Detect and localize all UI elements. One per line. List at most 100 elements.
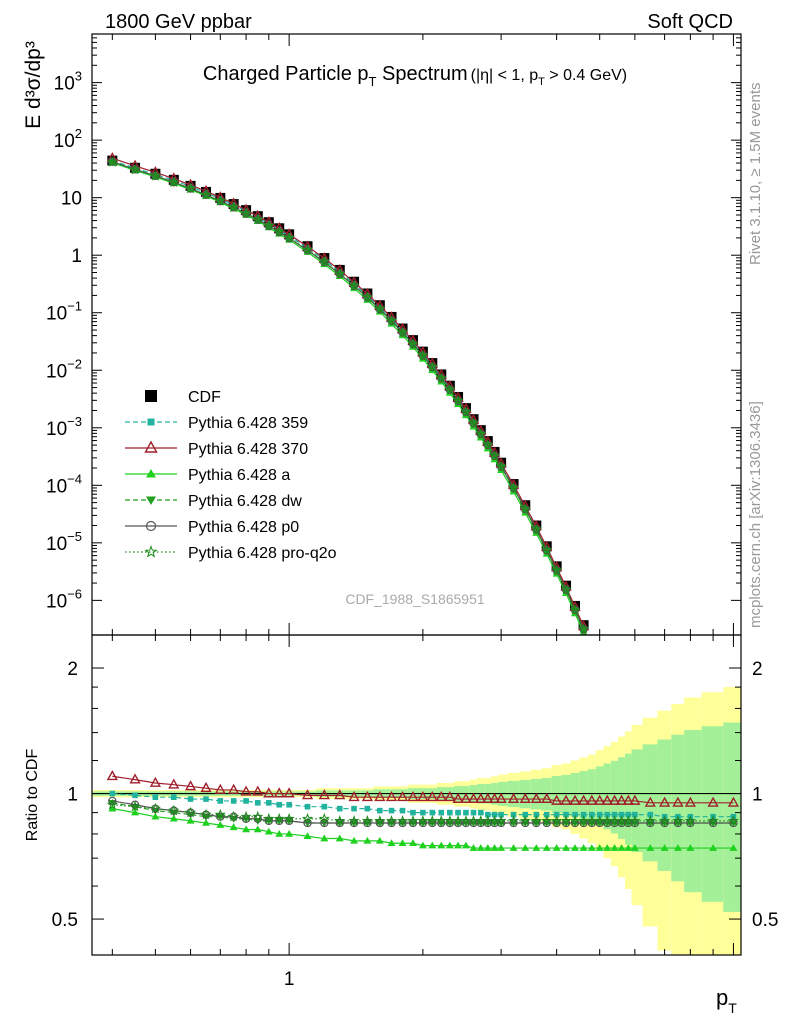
pythia-6-428-a-ratio-point	[729, 844, 738, 851]
pythia-6-428-a-ratio-point	[398, 839, 407, 847]
pythia-6-428-pro-q2o-point	[374, 303, 386, 314]
pythia-6-428-pro-q2o-ratio-point	[168, 804, 180, 816]
pythia-6-428-pro-q2o-point	[348, 279, 360, 291]
mcplots-label: mcplots.cern.ch [arXiv:1306.3436]	[747, 401, 764, 628]
y-tick-label: 10−3	[46, 414, 82, 440]
pythia-6-428-p0-ratio-point	[542, 818, 551, 828]
pythia-6-428-pro-q2o-ratio-point	[426, 814, 438, 826]
pythia-6-428-359-ratio-point	[152, 794, 159, 800]
pythia-6-428-370-ratio-point	[374, 790, 386, 802]
ratio-tick-label-right: 2	[752, 659, 763, 680]
pythia-6-428-pro-q2o-ratio-point	[684, 814, 696, 826]
pythia-6-428-359-ratio-point	[477, 809, 484, 816]
pythia-6-428-a-ratio-point	[285, 829, 294, 837]
pythia-6-428-a-ratio-point	[562, 844, 571, 851]
pythia-6-428-a-ratio-point	[350, 836, 359, 844]
pythia-6-428-370-ratio-point	[659, 796, 671, 807]
pythia-6-428-pro-q2o-ratio-point	[361, 814, 373, 826]
pythia-6-428-pro-q2o-ratio-point	[629, 814, 641, 826]
pythia-6-428-p0-ratio-point	[729, 818, 738, 828]
header-left: 1800 GeV ppbar	[105, 11, 252, 33]
pythia-6-428-pro-q2o-point	[488, 449, 501, 461]
pythia-6-428-p0-ratio-point	[630, 818, 640, 828]
pythia-6-428-359-ratio-point	[618, 811, 625, 818]
pythia-6-428-359-ratio-point	[351, 805, 357, 812]
pythia-6-428-pro-q2o-point	[283, 231, 295, 243]
ratio-tick-label-left: 1	[67, 785, 78, 806]
pythia-6-428-359-ratio-point	[632, 811, 638, 818]
x-axis-label: pT	[716, 985, 737, 1016]
pythia-6-428-370-ratio-point	[460, 792, 472, 803]
y-axis-label: E d³σ/dp³	[22, 41, 45, 129]
pythia-6-428-359-ratio-point	[429, 809, 436, 816]
legend-label-pythia-6-428-dw: Pythia 6.428 dw	[188, 493, 302, 510]
pythia-6-428-pro-q2o-ratio-point	[263, 812, 275, 824]
pythia-6-428-pro-q2o-ratio-point	[444, 814, 456, 826]
pythia-6-428-pro-q2o-ratio-point	[551, 814, 563, 826]
pythia-6-428-359-ratio-point	[625, 811, 632, 818]
pythia-6-428-359-ratio-point	[580, 811, 587, 818]
legend-label-pythia-6-428-370: Pythia 6.428 370	[188, 441, 308, 458]
pythia-6-428-pro-q2o-ratio-point	[129, 800, 141, 812]
pythia-6-428-pro-q2o-ratio-point	[519, 814, 531, 826]
pythia-6-428-p0-ratio-point	[686, 818, 695, 828]
pythia-6-428-359-ratio-point	[563, 811, 569, 818]
y-tick-label: 10−5	[46, 529, 82, 555]
legend-label-cdf: CDF	[188, 389, 221, 406]
pythia-6-428-a-ratio-point	[186, 816, 195, 824]
ratio-tick-label-left: 0.5	[52, 910, 78, 931]
pythia-6-428-pro-q2o-ratio-point	[644, 814, 656, 826]
pythia-6-428-pro-q2o-point	[273, 225, 285, 237]
pythia-6-428-pro-q2o-ratio-point	[435, 814, 447, 826]
chart-title: Charged Particle pT Spectrum (|η| < 1, pT…	[203, 63, 627, 89]
pythia-6-428-pro-q2o-ratio-point	[252, 810, 264, 822]
pythia-6-428-p0-ratio-point	[490, 818, 499, 828]
pythia-6-428-359-ratio-point	[336, 805, 343, 812]
legend-marker-pythia-6-428-dw	[146, 496, 156, 505]
pythia-6-428-pro-q2o-ratio-point	[318, 812, 330, 824]
pythia-6-428-370-ratio-point	[530, 792, 542, 803]
pythia-6-428-370-ratio-point	[444, 790, 456, 802]
pythia-6-428-370-ratio-point	[615, 794, 628, 805]
pythia-6-428-a-ratio-point	[275, 829, 284, 837]
pythia-6-428-pro-q2o-point	[541, 544, 553, 555]
pythia-6-428-p0-ratio-point	[303, 818, 312, 828]
header-right: Soft QCD	[647, 11, 733, 33]
pythia-6-428-p0-ratio-point	[387, 818, 396, 828]
pythia-6-428-pro-q2o-point	[318, 255, 330, 267]
pythia-6-428-a-ratio-point	[483, 844, 492, 851]
pythia-6-428-370-ratio-point	[622, 794, 634, 805]
pythia-6-428-359-ratio-point	[254, 800, 261, 806]
pythia-6-428-pro-q2o-ratio-point	[578, 814, 590, 826]
legend-marker-pythia-6-428-370	[144, 440, 158, 453]
pythia-6-428-pro-q2o-point	[214, 194, 226, 206]
pythia-6-428-pro-q2o-point	[361, 291, 373, 303]
pythia-6-428-pro-q2o-ratio-point	[417, 814, 429, 826]
pythia-6-428-pro-q2o-point	[407, 338, 419, 349]
pythia-6-428-pro-q2o-ratio-point	[495, 814, 507, 826]
pythia-6-428-a-ratio-point	[673, 844, 682, 851]
pythia-6-428-359-ratio-point	[420, 809, 426, 816]
uncertainty-band-green	[561, 774, 571, 815]
pythia-6-428-a-ratio-point	[242, 825, 251, 833]
legend-marker-pythia-6-428-359	[147, 418, 155, 426]
pythia-6-428-370-ratio-point	[467, 792, 480, 803]
pythia-6-428-370-ratio-point	[560, 794, 572, 805]
pythia-6-428-pro-q2o-point	[551, 564, 563, 575]
pythia-6-428-a-ratio-point	[151, 812, 160, 820]
pythia-6-428-359-ratio-point	[276, 801, 283, 808]
pythia-6-428-370-ratio-point	[569, 794, 581, 805]
pythia-6-428-pro-q2o-point	[578, 623, 590, 634]
pythia-6-428-pro-q2o-ratio-point	[184, 806, 197, 818]
y-tick-label: 1	[71, 246, 82, 267]
pythia-6-428-p0-ratio-point	[335, 818, 344, 828]
pythia-6-428-p0-ratio-point	[496, 818, 506, 828]
uncertainty-band-green	[618, 757, 625, 839]
pythia-6-428-370-ratio-point	[684, 796, 696, 807]
pythia-6-428-p0-ratio-point	[624, 818, 633, 828]
pythia-6-428-p0-ratio-point	[275, 816, 284, 826]
pythia-6-428-p0-ratio-point	[552, 818, 561, 828]
pythia-6-428-pro-q2o-point	[252, 213, 264, 225]
pythia-6-428-pro-q2o-ratio-point	[407, 814, 419, 826]
